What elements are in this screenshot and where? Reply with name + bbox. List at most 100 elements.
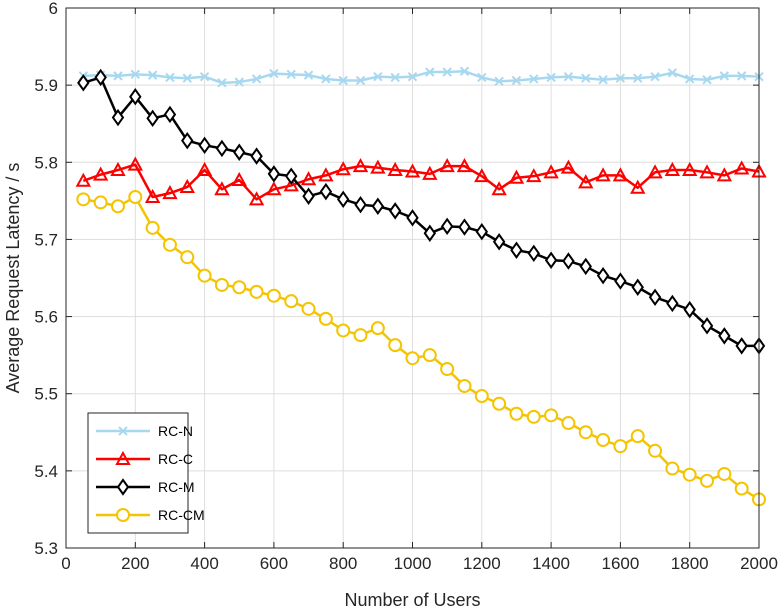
legend-marker-rc-n bbox=[118, 426, 128, 436]
data-point-rc-c bbox=[664, 161, 681, 176]
data-point-rc-cm bbox=[596, 433, 611, 447]
data-point-rc-n bbox=[615, 73, 626, 83]
data-point-rc-c bbox=[110, 161, 126, 176]
data-point-rc-c bbox=[612, 167, 629, 182]
marker-stroke bbox=[355, 75, 366, 86]
data-point-rc-c bbox=[162, 185, 178, 200]
data-point-rc-c bbox=[300, 171, 317, 186]
data-point-rc-cm bbox=[180, 250, 195, 265]
legend: RC-N RC-C RC-M RC-CM bbox=[87, 412, 205, 534]
marker-stroke bbox=[702, 75, 712, 85]
data-point-rc-c bbox=[699, 164, 715, 179]
marker-stroke bbox=[269, 68, 279, 79]
data-point-rc-c bbox=[352, 158, 369, 173]
data-point-rc-cm bbox=[232, 280, 247, 295]
data-point-rc-cm bbox=[457, 379, 472, 393]
marker-stroke bbox=[182, 73, 192, 83]
data-point-rc-c bbox=[92, 166, 109, 181]
data-point-rc-c bbox=[456, 158, 473, 173]
data-point-rc-n bbox=[165, 72, 175, 83]
data-point-rc-cm bbox=[197, 268, 212, 283]
marker-stroke bbox=[425, 67, 435, 77]
data-point-rc-n bbox=[303, 70, 314, 80]
y-tick-label: 5.8 bbox=[34, 153, 58, 172]
data-point-rc-n bbox=[338, 75, 348, 86]
data-point-rc-m bbox=[371, 197, 385, 215]
legend-item-rc-m: RC-M bbox=[96, 478, 195, 496]
x-tick-label: 1000 bbox=[394, 554, 432, 573]
marker-stroke bbox=[633, 73, 643, 83]
data-point-rc-m bbox=[233, 143, 246, 161]
marker-stroke bbox=[529, 74, 539, 84]
marker-stroke bbox=[199, 71, 210, 82]
data-point-rc-c bbox=[543, 164, 559, 179]
data-point-rc-n bbox=[269, 68, 279, 79]
data-point-rc-cm bbox=[630, 429, 645, 444]
legend-box bbox=[87, 412, 189, 534]
data-point-rc-n bbox=[633, 73, 643, 83]
data-point-rc-m bbox=[163, 105, 177, 124]
data-point-rc-m bbox=[614, 272, 627, 290]
legend-item-rc-cm: RC-CM bbox=[96, 507, 205, 523]
data-point-rc-m bbox=[250, 147, 263, 165]
data-point-rc-n bbox=[667, 68, 678, 78]
data-point-rc-cm bbox=[682, 467, 697, 482]
legend-item-rc-c: RC-C bbox=[96, 450, 193, 467]
data-point-rc-c bbox=[370, 159, 386, 174]
data-point-rc-n bbox=[373, 71, 383, 82]
data-point-rc-m bbox=[579, 257, 592, 276]
data-point-rc-m bbox=[492, 233, 506, 251]
y-tick-label: 6 bbox=[49, 0, 58, 18]
data-point-rc-m bbox=[94, 68, 107, 87]
x-tick-label: 1400 bbox=[532, 554, 570, 573]
x-tick-label: 800 bbox=[329, 554, 357, 573]
y-tick-label: 5.9 bbox=[34, 76, 58, 95]
data-point-rc-cm bbox=[613, 439, 628, 454]
marker-stroke bbox=[736, 71, 747, 81]
marker-stroke bbox=[667, 68, 678, 78]
data-point-rc-cm bbox=[561, 416, 576, 431]
data-point-rc-c bbox=[196, 161, 213, 176]
x-tick-label: 200 bbox=[121, 554, 149, 573]
data-point-rc-m bbox=[181, 131, 194, 150]
data-point-rc-n bbox=[199, 71, 210, 82]
data-point-rc-n bbox=[719, 71, 730, 81]
data-point-rc-n bbox=[147, 70, 158, 80]
data-point-rc-m bbox=[735, 337, 748, 355]
y-tick-label: 5.7 bbox=[34, 230, 58, 249]
marker-stroke bbox=[118, 426, 128, 436]
legend-item-rc-n: RC-N bbox=[96, 423, 193, 439]
data-point-rc-c bbox=[179, 178, 195, 193]
marker-stroke bbox=[459, 66, 470, 76]
data-point-rc-m bbox=[319, 182, 333, 201]
data-point-rc-n bbox=[355, 75, 366, 86]
series-layer bbox=[75, 66, 767, 507]
data-point-rc-cm bbox=[266, 288, 281, 303]
data-point-rc-n bbox=[321, 74, 331, 84]
data-point-rc-n bbox=[702, 75, 712, 85]
data-point-rc-c bbox=[595, 167, 611, 182]
data-point-rc-c bbox=[144, 188, 161, 203]
x-axis-label: Number of Users bbox=[344, 590, 480, 610]
data-point-rc-n bbox=[182, 73, 192, 83]
data-point-rc-m bbox=[683, 300, 696, 319]
marker-stroke bbox=[650, 71, 660, 82]
data-point-rc-n bbox=[684, 74, 695, 84]
data-point-rc-cm bbox=[284, 294, 299, 309]
x-tick-label: 1600 bbox=[601, 554, 639, 573]
data-point-rc-c bbox=[491, 181, 507, 196]
data-point-rc-m bbox=[77, 74, 90, 92]
data-point-rc-n bbox=[598, 75, 608, 85]
data-point-rc-c bbox=[422, 165, 438, 180]
marker-stroke bbox=[113, 71, 123, 81]
data-point-rc-cm bbox=[700, 473, 715, 488]
data-point-rc-c bbox=[283, 177, 299, 192]
data-point-rc-cm bbox=[422, 348, 437, 363]
data-point-rc-m bbox=[648, 288, 662, 307]
legend-label-rc-cm: RC-CM bbox=[158, 507, 205, 523]
marker-stroke bbox=[286, 69, 296, 80]
data-point-rc-c bbox=[335, 161, 351, 176]
marker-stroke bbox=[563, 71, 574, 82]
data-point-rc-c bbox=[266, 181, 282, 196]
